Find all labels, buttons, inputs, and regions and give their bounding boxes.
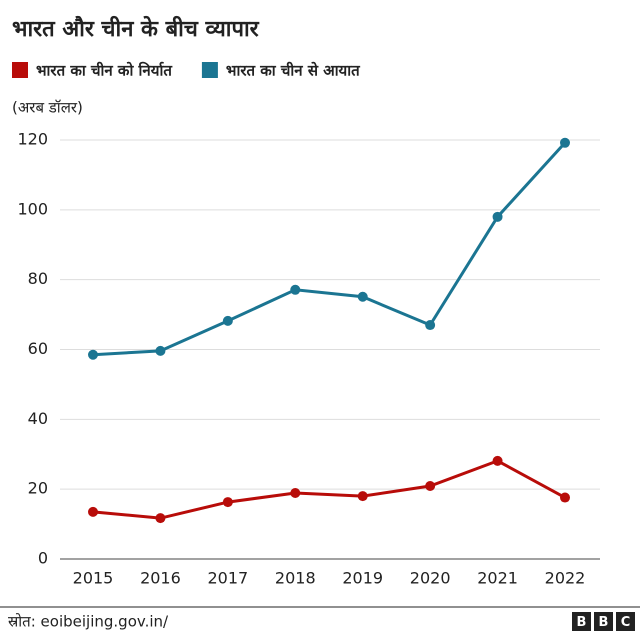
data-point (560, 137, 570, 148)
y-tick-label: 60 (28, 339, 48, 358)
x-tick-label: 2020 (410, 569, 451, 588)
x-tick-label: 2015 (73, 569, 114, 588)
y-tick-label: 120 (17, 130, 48, 149)
logo-letter: B (577, 615, 587, 630)
x-tick-label: 2021 (477, 569, 518, 588)
y-tick-label: 80 (28, 269, 48, 288)
source: स्रोत: eoibeijing.gov.in/ (8, 613, 169, 631)
x-tick-label: 2017 (207, 569, 248, 588)
logo-box (572, 612, 591, 631)
data-point (425, 481, 436, 492)
x-tick-label: 2019 (342, 569, 383, 588)
data-point (155, 513, 166, 524)
data-point (290, 488, 301, 499)
chart-title: भारत और चीन के बीच व्यापार (12, 15, 260, 42)
logo-letter: C (621, 615, 631, 630)
data-point (492, 455, 503, 466)
logo: B B C (572, 612, 635, 631)
y-tick-label: 0 (38, 549, 48, 568)
data-point (357, 491, 368, 502)
data-point (560, 492, 570, 503)
data-point (88, 349, 98, 360)
y-tick-label: 40 (28, 409, 48, 428)
data-point (290, 284, 301, 295)
logo-box (594, 612, 613, 631)
logo-box (616, 612, 635, 631)
data-point (492, 211, 503, 222)
x-tick-label: 2018 (275, 569, 316, 588)
legend-label: भारत का चीन को निर्यात (36, 62, 173, 80)
legend-swatch (201, 62, 218, 78)
data-point (88, 506, 98, 517)
data-point (425, 320, 436, 331)
legend-swatch (12, 62, 28, 78)
data-point (155, 345, 166, 356)
logo-letter: B (599, 615, 609, 630)
y-tick-label: 100 (17, 199, 48, 218)
data-point (222, 315, 233, 326)
series-line (92, 141, 567, 357)
data-point (222, 497, 233, 508)
legend-label: भारत का चीन से आयात (226, 62, 361, 80)
x-tick-label: 2016 (140, 569, 181, 588)
series-line (92, 459, 566, 520)
y-axis-label: (अरब डॉलर) (12, 99, 83, 117)
y-tick-label: 20 (28, 479, 48, 498)
x-tick-label: 2022 (545, 569, 586, 588)
data-point (357, 291, 368, 302)
